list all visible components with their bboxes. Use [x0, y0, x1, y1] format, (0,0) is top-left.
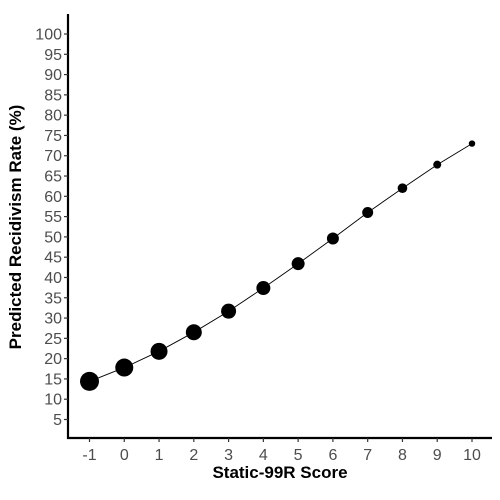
y-tick-label: 90	[44, 67, 62, 84]
x-tick-label: 7	[363, 447, 372, 464]
data-point	[468, 140, 476, 147]
x-tick-label: 1	[155, 447, 164, 464]
x-axis-title: Static-99R Score	[212, 463, 347, 482]
y-tick-label: 50	[44, 229, 62, 246]
data-point	[185, 324, 202, 341]
y-tick-label: 15	[44, 371, 62, 388]
y-tick-label: 80	[44, 108, 62, 125]
x-tick-label: -1	[82, 447, 96, 464]
y-tick-label: 100	[35, 27, 62, 44]
y-tick-label: 35	[44, 290, 62, 307]
y-tick-label: 40	[44, 270, 62, 287]
data-point	[326, 232, 339, 245]
y-tick-label: 85	[44, 87, 62, 104]
y-tick-label: 60	[44, 189, 62, 206]
y-tick-label: 30	[44, 311, 62, 328]
y-tick-label: 5	[53, 412, 62, 429]
y-tick-label: 75	[44, 128, 62, 145]
y-tick-label: 45	[44, 250, 62, 267]
series-line-path	[89, 143, 473, 382]
y-tick-label: 25	[44, 331, 62, 348]
data-point	[256, 281, 271, 296]
data-point	[362, 207, 374, 219]
y-axis-title: Predicted Recidivism Rate (%)	[6, 105, 25, 350]
data-point	[221, 303, 237, 319]
y-tick-label: 20	[44, 351, 62, 368]
y-axis: 5 10 15 20 25 30 35 40 45 50 55 60 65 70 75 80 85 90 95 100	[35, 14, 70, 439]
data-point	[150, 342, 168, 360]
x-tick-label: 8	[398, 447, 407, 464]
x-tick-label: 0	[120, 447, 129, 464]
x-tick-label: 10	[463, 447, 481, 464]
x-tick-label: 4	[259, 447, 268, 464]
x-axis: -1 0 1 2 3 4 5 6 7 8 9 10	[67, 436, 492, 464]
data-point	[433, 160, 442, 169]
x-tick-label: 9	[433, 447, 442, 464]
y-tick-label: 10	[44, 392, 62, 409]
x-tick-label: 6	[328, 447, 337, 464]
data-point	[291, 257, 305, 271]
y-tick-label: 95	[44, 47, 62, 64]
y-tick-label: 65	[44, 169, 62, 186]
x-tick-label: 3	[224, 447, 233, 464]
x-tick-label: 2	[189, 447, 198, 464]
data-point	[397, 183, 408, 193]
data-point	[115, 358, 134, 377]
data-points	[80, 140, 476, 391]
x-tick-label: 5	[294, 447, 303, 464]
y-tick-label: 55	[44, 209, 62, 226]
y-tick-label: 70	[44, 148, 62, 165]
data-point	[80, 371, 99, 391]
series-line	[89, 143, 473, 382]
